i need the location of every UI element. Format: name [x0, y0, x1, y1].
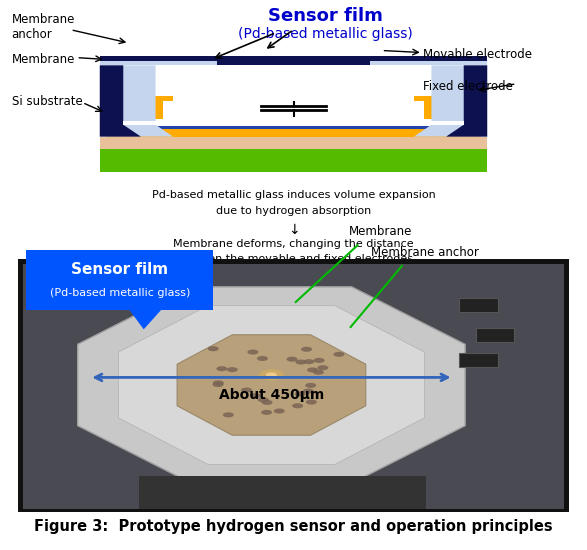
Circle shape: [247, 349, 258, 355]
Circle shape: [305, 383, 316, 388]
Text: ↓: ↓: [288, 270, 299, 284]
Circle shape: [261, 410, 272, 415]
Bar: [106, 129, 481, 136]
Circle shape: [295, 392, 306, 397]
Polygon shape: [77, 287, 465, 483]
Bar: [217, 60, 370, 65]
Circle shape: [257, 356, 268, 361]
Circle shape: [227, 367, 238, 372]
Polygon shape: [414, 65, 487, 136]
Circle shape: [259, 369, 284, 381]
Text: Hydrogen sensing by capacitance change between the electrodes: Hydrogen sensing by capacitance change b…: [109, 287, 478, 296]
Text: Pd-based metallic glass induces volume expansion: Pd-based metallic glass induces volume e…: [151, 190, 436, 200]
Circle shape: [306, 399, 317, 405]
Bar: [475, 328, 514, 342]
Text: between the movable and fixed electrodes: between the movable and fixed electrodes: [174, 254, 413, 264]
Bar: [424, 97, 445, 119]
Text: ↓: ↓: [288, 223, 299, 236]
Text: (Pd-based metallic glass): (Pd-based metallic glass): [238, 27, 413, 41]
Polygon shape: [100, 65, 141, 136]
Polygon shape: [119, 306, 424, 464]
Polygon shape: [100, 65, 173, 136]
Circle shape: [303, 359, 315, 364]
Bar: [459, 298, 498, 312]
Text: Movable electrode: Movable electrode: [423, 47, 532, 60]
Bar: [459, 354, 498, 367]
Circle shape: [223, 412, 234, 417]
FancyBboxPatch shape: [26, 250, 214, 310]
Bar: [100, 57, 487, 60]
Text: Membrane: Membrane: [12, 53, 75, 67]
Bar: [100, 148, 487, 172]
Bar: [123, 121, 464, 125]
Circle shape: [217, 366, 227, 371]
Circle shape: [301, 346, 312, 352]
Circle shape: [313, 370, 324, 375]
Text: Membrane
anchor: Membrane anchor: [12, 13, 75, 41]
Circle shape: [313, 358, 325, 363]
Circle shape: [262, 400, 272, 405]
Circle shape: [258, 397, 269, 403]
Text: Membrane deforms, changing the distance: Membrane deforms, changing the distance: [173, 239, 414, 249]
Text: Si substrate: Si substrate: [12, 95, 83, 108]
Bar: [100, 136, 487, 149]
Circle shape: [208, 346, 219, 351]
Circle shape: [212, 382, 224, 387]
Bar: [414, 96, 455, 101]
Polygon shape: [446, 65, 487, 136]
Text: due to hydrogen absorption: due to hydrogen absorption: [216, 206, 371, 216]
Circle shape: [213, 381, 224, 386]
Bar: [106, 126, 481, 129]
Circle shape: [303, 389, 314, 394]
Circle shape: [249, 393, 261, 398]
Circle shape: [292, 403, 303, 408]
Text: (Pd-based metallic glass): (Pd-based metallic glass): [49, 288, 190, 298]
Text: Membrane: Membrane: [349, 226, 412, 238]
Circle shape: [286, 356, 298, 362]
Circle shape: [266, 372, 277, 377]
Bar: [132, 96, 173, 101]
Text: Fixed electrode: Fixed electrode: [423, 80, 512, 93]
Polygon shape: [129, 309, 162, 329]
Circle shape: [318, 365, 328, 370]
Circle shape: [307, 367, 318, 372]
Circle shape: [241, 388, 252, 393]
Text: Membrane anchor: Membrane anchor: [371, 245, 478, 258]
Circle shape: [274, 409, 285, 414]
Bar: [139, 476, 426, 509]
Text: Sensor film: Sensor film: [71, 262, 168, 277]
Bar: [100, 57, 487, 65]
Text: About 450μm: About 450μm: [219, 388, 324, 402]
Text: Figure 3:  Prototype hydrogen sensor and operation principles: Figure 3: Prototype hydrogen sensor and …: [34, 519, 553, 535]
Circle shape: [295, 360, 306, 365]
Text: Sensor film: Sensor film: [268, 7, 383, 25]
Polygon shape: [177, 335, 366, 435]
Circle shape: [333, 352, 345, 357]
Bar: [142, 97, 163, 119]
